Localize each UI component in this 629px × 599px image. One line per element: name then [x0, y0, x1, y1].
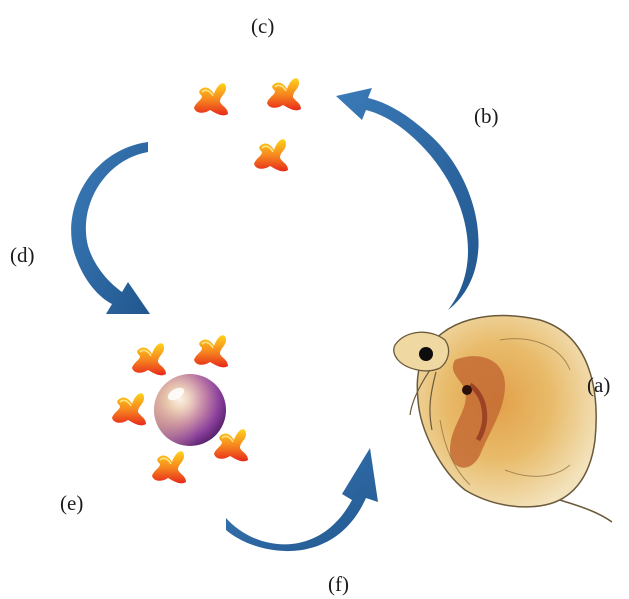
label-a: (a): [587, 373, 611, 397]
molecule-icon: [193, 82, 229, 117]
molecule-icon: [131, 342, 167, 377]
label-b: (b): [474, 104, 499, 128]
molecule-icon: [266, 77, 302, 112]
molecule-icon: [151, 450, 187, 485]
arrow-f: [226, 448, 378, 552]
daphnia-organism-icon: [393, 314, 613, 523]
molecule-icon: [193, 334, 229, 369]
nanoparticle-cluster-e: [111, 334, 249, 485]
molecule-cluster-c: [193, 77, 302, 173]
arrow-d: [71, 142, 150, 314]
molecule-icon: [253, 138, 289, 173]
label-f: (f): [328, 572, 349, 596]
label-e: (e): [60, 491, 84, 515]
label-c: (c): [251, 14, 275, 38]
label-d: (d): [10, 243, 35, 267]
molecule-icon: [111, 392, 147, 427]
arrow-b: [336, 88, 479, 310]
molecule-icon: [213, 428, 249, 463]
